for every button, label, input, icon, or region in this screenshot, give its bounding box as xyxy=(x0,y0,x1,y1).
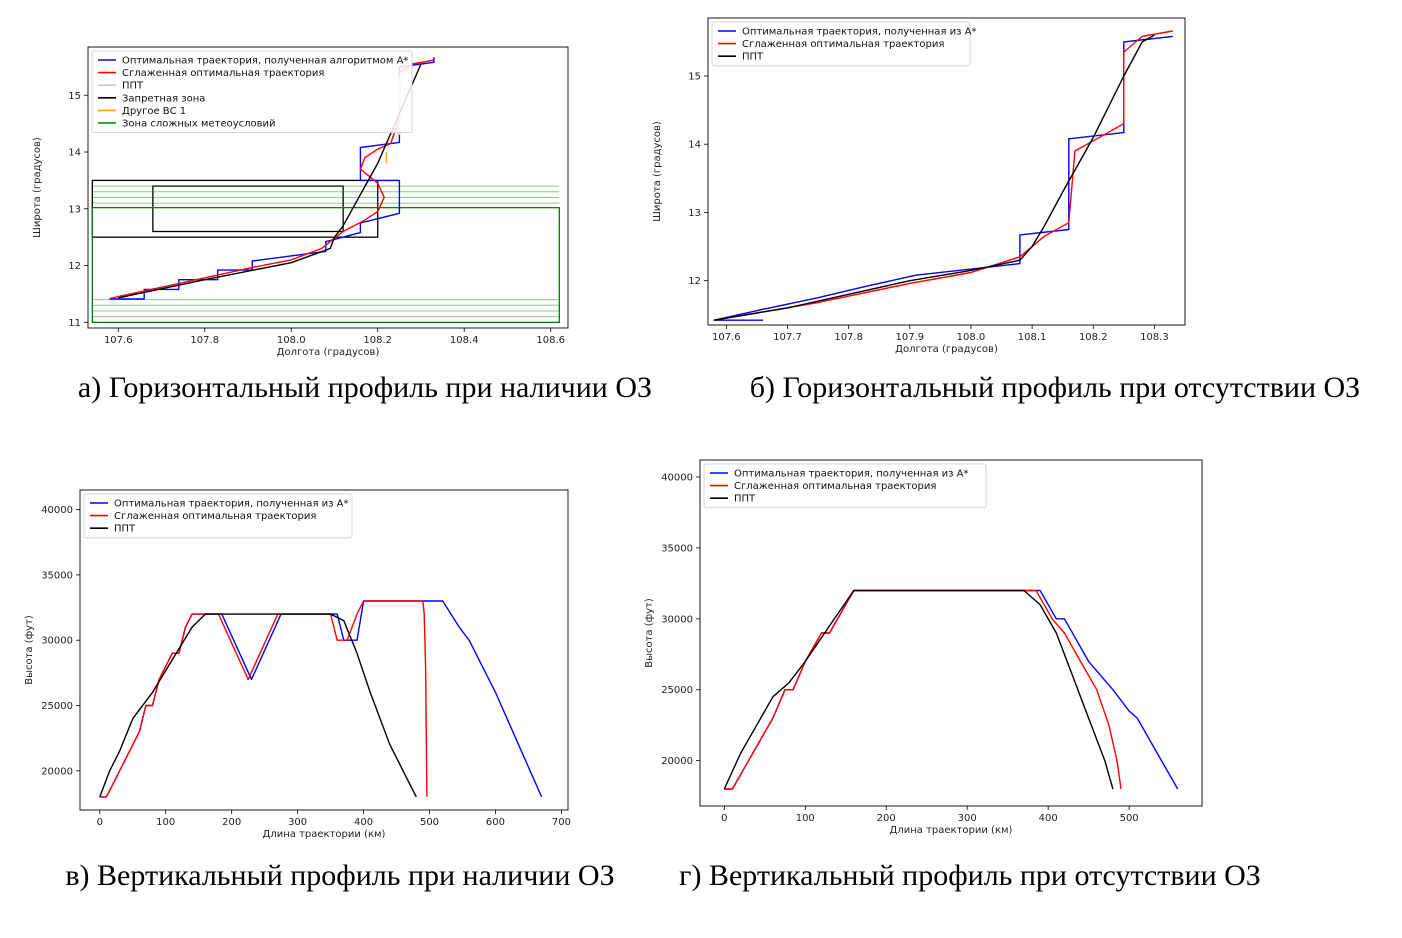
y-tick-label: 11 xyxy=(68,318,81,329)
y-axis-label: Широта (градусов) xyxy=(32,137,43,238)
x-tick-label: 108.4 xyxy=(450,335,479,346)
legend-entry: Сглаженная оптимальная траектория xyxy=(114,511,316,522)
legend-entry: Другое ВС 1 xyxy=(122,106,186,117)
x-tick-label: 107.7 xyxy=(773,332,802,343)
y-tick-label: 35000 xyxy=(661,543,693,554)
y-tick-label: 13 xyxy=(68,204,81,215)
chart-vertical-with-zone: 0 100 200 300 400 500 600 700 20000 25000 30000 350… xyxy=(24,489,571,840)
zone-rect xyxy=(91,207,561,323)
series-line xyxy=(723,589,1114,790)
x-tick-label: 107.9 xyxy=(895,332,924,343)
y-tick-label: 20000 xyxy=(661,756,693,767)
y-tick-label: 30000 xyxy=(661,614,693,625)
y-tick-label: 12 xyxy=(688,276,701,287)
caption-b: б) Горизонтальный профиль при отсутствии… xyxy=(749,371,1361,404)
y-axis-label: Широта (градусов) xyxy=(652,121,663,222)
y-tick-label: 35000 xyxy=(41,570,73,581)
x-tick-label: 700 xyxy=(552,817,571,828)
caption-d: г) Вертикальный профиль при отсутствии О… xyxy=(679,859,1261,892)
x-tick-label: 0 xyxy=(721,813,727,824)
series-line xyxy=(99,600,543,798)
legend-entry: Сглаженная оптимальная траектория xyxy=(122,68,324,79)
x-tick-label: 400 xyxy=(354,817,373,828)
x-tick-label: 300 xyxy=(288,817,307,828)
y-tick-label: 15 xyxy=(68,91,81,102)
y-axis-label: Высота (фут) xyxy=(24,615,35,685)
y-tick-label: 14 xyxy=(68,148,81,159)
series-line xyxy=(118,63,422,299)
y-tick-label: 20000 xyxy=(41,766,73,777)
caption-c: в) Вертикальный профиль при наличии ОЗ xyxy=(65,859,615,892)
x-tick-label: 108.2 xyxy=(1079,332,1108,343)
x-tick-label: 108.1 xyxy=(1018,332,1047,343)
legend-entry: Оптимальная траектория, полученная из А* xyxy=(734,469,968,480)
legend-box xyxy=(703,463,987,509)
chart-horizontal-with-zone: 107.6 107.8 108.0 108.2 108.4 108.6 11 12 13 14 15… xyxy=(32,46,569,358)
legend-entry: Оптимальная траектория, полученная алгор… xyxy=(122,56,408,67)
legend-box xyxy=(91,50,413,133)
x-tick-label: 107.8 xyxy=(190,335,219,346)
plot-frame xyxy=(87,46,569,329)
y-tick-label: 14 xyxy=(688,140,701,151)
x-tick-label: 200 xyxy=(877,813,896,824)
plot-frame xyxy=(79,489,569,811)
y-tick-label: 30000 xyxy=(41,636,73,647)
x-tick-label: 107.6 xyxy=(104,335,133,346)
y-tick-label: 15 xyxy=(688,71,701,82)
legend-entry: Запретная зона xyxy=(122,93,205,104)
y-tick-label: 13 xyxy=(688,208,701,219)
series-line xyxy=(713,35,1173,321)
x-tick-label: 108.0 xyxy=(957,332,986,343)
legend-entry: Оптимальная траектория, полученная из А* xyxy=(114,499,348,510)
series-line xyxy=(99,600,428,798)
legend-entry: ППТ xyxy=(114,524,136,535)
x-tick-label: 500 xyxy=(420,817,439,828)
legend-entry: Сглаженная оптимальная траектория xyxy=(734,481,936,492)
y-tick-label: 40000 xyxy=(661,473,693,484)
legend-entry: ППТ xyxy=(734,494,756,505)
series-line xyxy=(713,30,1173,321)
x-tick-label: 500 xyxy=(1120,813,1139,824)
legend-entry: Сглаженная оптимальная траектория xyxy=(742,39,944,50)
x-tick-label: 600 xyxy=(486,817,505,828)
legend-box xyxy=(711,21,971,67)
x-tick-label: 108.0 xyxy=(277,335,306,346)
zone-rect xyxy=(152,185,344,233)
x-tick-label: 0 xyxy=(97,817,103,828)
legend-entry: Зона сложных метеоусловий xyxy=(122,119,276,130)
x-tick-label: 200 xyxy=(222,817,241,828)
series-line xyxy=(724,589,1122,790)
caption-a: а) Горизонтальный профиль при наличии ОЗ xyxy=(77,371,653,404)
chart-horizontal-without-zone: 107.6 107.7 107.8 107.9 108.0 108.1 108.2 108.3… xyxy=(652,17,1186,355)
x-tick-label: 108.3 xyxy=(1140,332,1169,343)
x-axis-label: Длина траектории (км) xyxy=(263,829,386,840)
x-axis-label: Длина траектории (км) xyxy=(890,825,1013,836)
x-tick-label: 400 xyxy=(1039,813,1058,824)
x-tick-label: 300 xyxy=(958,813,977,824)
y-axis-label: Высота (фут) xyxy=(644,598,655,668)
legend-entry: ППТ xyxy=(122,81,144,92)
y-tick-label: 40000 xyxy=(41,505,73,516)
legend-box xyxy=(83,493,353,539)
x-tick-label: 108.2 xyxy=(363,335,392,346)
series-line xyxy=(99,613,417,798)
series-line xyxy=(713,34,1155,321)
legend-entry: Оптимальная траектория, полученная из А* xyxy=(742,27,976,38)
x-tick-label: 100 xyxy=(156,817,175,828)
x-tick-label: 100 xyxy=(796,813,815,824)
plot-frame xyxy=(699,459,1203,807)
y-tick-label: 25000 xyxy=(661,685,693,696)
zone-rect xyxy=(91,179,379,238)
x-tick-label: 107.8 xyxy=(834,332,863,343)
x-tick-label: 107.6 xyxy=(712,332,741,343)
y-tick-label: 12 xyxy=(68,261,81,272)
y-tick-label: 25000 xyxy=(41,701,73,712)
x-tick-label: 108.6 xyxy=(536,335,565,346)
legend-entry: ППТ xyxy=(742,52,764,63)
chart-vertical-without-zone: 0 100 200 300 400 500 20000 25000 30000 35000 4000… xyxy=(644,459,1203,836)
x-axis-label: Долгота (градусов) xyxy=(895,344,998,355)
plot-frame xyxy=(707,17,1186,326)
x-axis-label: Долгота (градусов) xyxy=(277,347,380,358)
